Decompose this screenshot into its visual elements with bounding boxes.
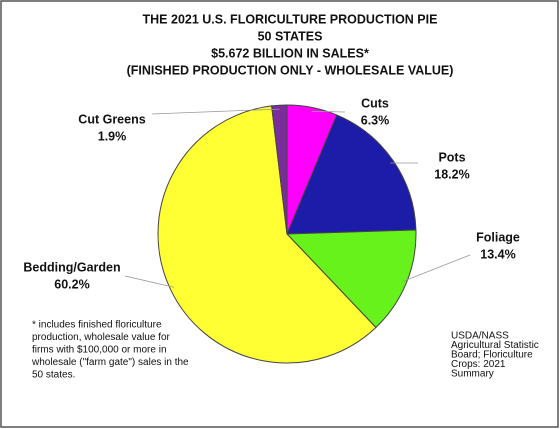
slice-value: 13.4% bbox=[480, 247, 515, 261]
slice-label: Pots bbox=[438, 150, 465, 164]
leader-line bbox=[124, 275, 174, 288]
chart-title: (FINISHED PRODUCTION ONLY - WHOLESALE VA… bbox=[127, 63, 454, 77]
footnote: production, wholesale value for bbox=[32, 332, 171, 343]
source-note: Crops: 2021 bbox=[451, 359, 506, 370]
footnote: * includes finished floriculture bbox=[32, 320, 162, 331]
source-note: Summary bbox=[451, 369, 494, 380]
chart-title: 50 STATES bbox=[258, 29, 323, 43]
chart-title: THE 2021 U.S. FLORICULTURE PRODUCTION PI… bbox=[143, 12, 438, 26]
leader-line bbox=[151, 108, 280, 115]
slice-label: Cut Greens bbox=[78, 112, 145, 126]
slice-label: Bedding/Garden bbox=[23, 260, 120, 274]
chart-title: $5.672 BILLION IN SALES* bbox=[211, 46, 369, 60]
source-note: Board; Floriculture bbox=[451, 350, 533, 361]
leader-line bbox=[311, 110, 346, 113]
footnote: 50 states. bbox=[32, 370, 75, 381]
slice-value: 60.2% bbox=[54, 277, 89, 291]
pie-slice bbox=[157, 105, 377, 364]
pie-slice bbox=[286, 114, 417, 235]
slice-value: 18.2% bbox=[434, 167, 469, 181]
pie-slice bbox=[285, 229, 417, 329]
source-note: Agricultural Statistic bbox=[451, 340, 539, 351]
source-note: USDA/NASS bbox=[451, 331, 509, 342]
leader-line bbox=[402, 254, 471, 282]
slice-value: 6.3% bbox=[361, 113, 390, 127]
slice-label: Foliage bbox=[476, 230, 520, 244]
slice-label: Cuts bbox=[361, 96, 389, 110]
footnote: wholesale ("farm gate") sales in the bbox=[31, 357, 189, 368]
footnote: firms with $100,000 or more in bbox=[32, 345, 167, 356]
pie-slice bbox=[271, 104, 288, 235]
slice-value: 1.9% bbox=[98, 129, 127, 143]
